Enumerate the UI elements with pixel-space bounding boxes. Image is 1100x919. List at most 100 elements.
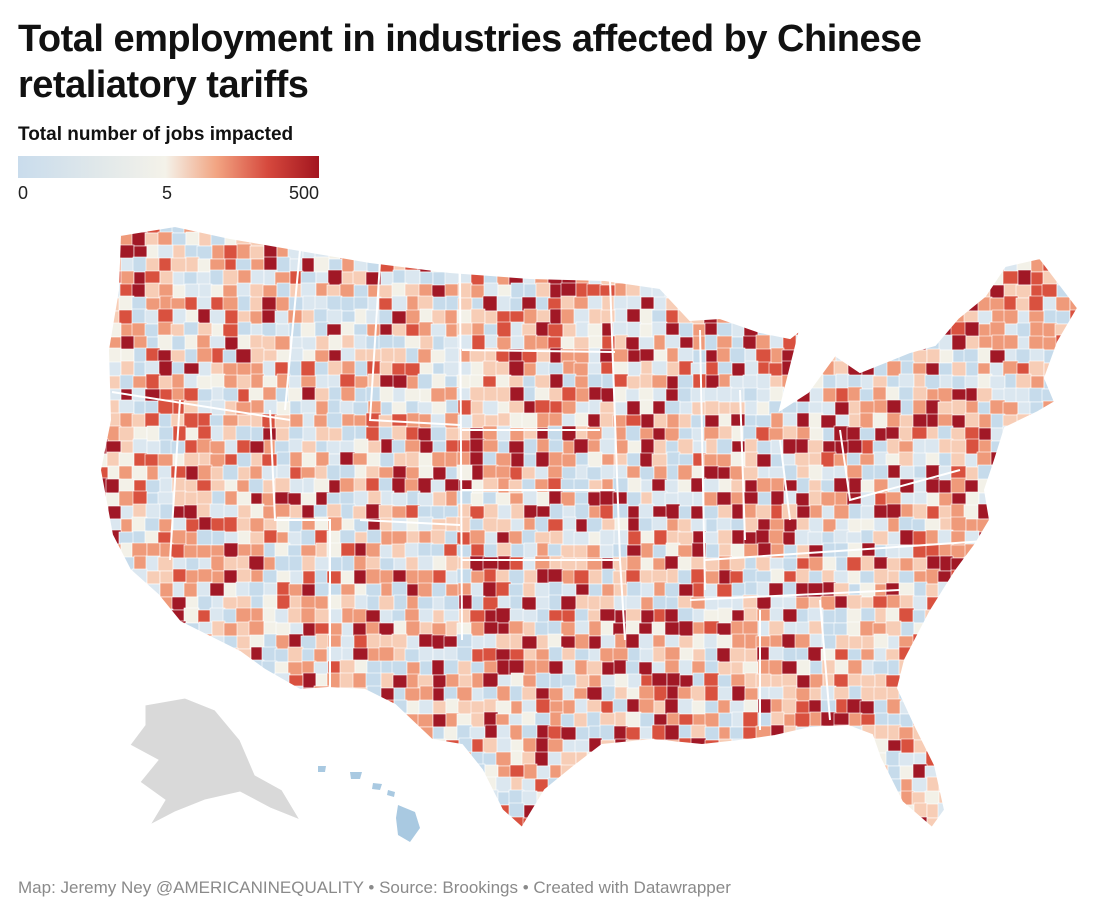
county-cell	[1082, 804, 1096, 818]
county-cell	[743, 244, 759, 260]
county-cell	[989, 284, 1006, 299]
county-cell	[938, 282, 954, 299]
county-cell	[873, 517, 889, 533]
county-cell	[393, 724, 408, 741]
county-cell	[950, 673, 967, 689]
county-cell	[314, 349, 330, 364]
county-cell	[574, 633, 590, 650]
county-cell	[899, 765, 915, 780]
county-cell	[248, 620, 265, 637]
county-cell	[288, 583, 304, 598]
county-cell	[900, 308, 915, 325]
county-cell	[742, 466, 759, 481]
county-cell	[430, 413, 447, 429]
county-cell	[703, 802, 720, 819]
county-cell	[172, 815, 187, 828]
county-cell	[742, 711, 759, 728]
county-cell	[874, 776, 889, 793]
county-cell	[847, 791, 863, 806]
county-cell	[430, 226, 447, 234]
county-cell	[926, 635, 941, 650]
county-cell	[796, 230, 811, 247]
county-cell	[120, 257, 135, 273]
county-cell	[262, 687, 278, 702]
county-cell	[847, 295, 863, 312]
county-cell	[600, 803, 616, 819]
county-cell	[419, 440, 434, 455]
county-cell	[391, 245, 408, 260]
county-cell	[951, 831, 966, 844]
county-cell	[327, 830, 342, 844]
county-cell	[470, 712, 486, 728]
county-cell	[756, 257, 772, 273]
county-cell	[796, 659, 811, 676]
county-cell	[276, 282, 291, 299]
county-cell	[1056, 452, 1071, 468]
county-cell	[691, 700, 707, 715]
county-cell	[924, 231, 941, 247]
county-cell	[848, 802, 863, 819]
county-cell	[430, 763, 447, 780]
county-cell	[1055, 738, 1071, 754]
county-cell	[1056, 672, 1071, 689]
county-cell	[1055, 256, 1071, 273]
county-cell	[262, 569, 278, 585]
county-cell	[977, 804, 993, 819]
county-cell	[834, 778, 850, 793]
county-cell	[703, 295, 720, 312]
county-cell	[731, 685, 746, 702]
county-cell	[874, 724, 889, 741]
county-cell	[795, 492, 811, 507]
county-cell	[158, 375, 174, 390]
county-cell	[872, 789, 889, 806]
county-cell	[692, 373, 707, 390]
county-cell	[625, 803, 642, 819]
county-cell	[638, 232, 655, 247]
county-cell	[457, 831, 472, 844]
county-cell	[873, 256, 889, 273]
county-cell	[1002, 466, 1019, 481]
county-cell	[1055, 373, 1071, 390]
county-cell	[547, 232, 564, 247]
county-cell	[313, 256, 330, 273]
county-cell	[1016, 322, 1032, 338]
county-cell	[638, 245, 655, 260]
county-cell	[418, 752, 434, 767]
county-cell	[365, 386, 382, 403]
county-cell	[574, 802, 590, 819]
county-cell	[444, 230, 460, 247]
county-cell	[100, 685, 109, 702]
county-cell	[380, 777, 395, 793]
county-cell	[1002, 738, 1019, 754]
county-cell	[1042, 517, 1058, 533]
county-cell	[458, 243, 473, 260]
county-cell	[118, 750, 135, 767]
county-cell	[482, 226, 499, 234]
county-cell	[432, 751, 447, 767]
county-cell	[1081, 622, 1096, 636]
county-cell	[704, 531, 720, 546]
county-cell	[1015, 711, 1032, 728]
county-cell	[1043, 713, 1058, 728]
county-cell	[900, 831, 914, 844]
county-cell	[497, 230, 512, 247]
county-cell	[484, 531, 499, 546]
county-cell	[1067, 738, 1078, 754]
county-cell	[690, 226, 707, 234]
county-cell	[100, 609, 109, 624]
county-cell	[328, 427, 343, 442]
county-cell	[379, 244, 395, 260]
county-cell	[160, 831, 173, 844]
county-cell	[445, 295, 460, 312]
county-cell	[1081, 258, 1096, 272]
county-cell	[717, 504, 733, 520]
county-cell	[1069, 256, 1078, 273]
county-cell	[925, 478, 941, 494]
county-cell	[859, 427, 876, 442]
county-cell	[417, 373, 434, 390]
county-cell	[406, 751, 421, 767]
county-cell	[756, 388, 772, 403]
county-cell	[937, 226, 954, 234]
county-cell	[1028, 791, 1045, 806]
county-cell	[300, 607, 317, 624]
